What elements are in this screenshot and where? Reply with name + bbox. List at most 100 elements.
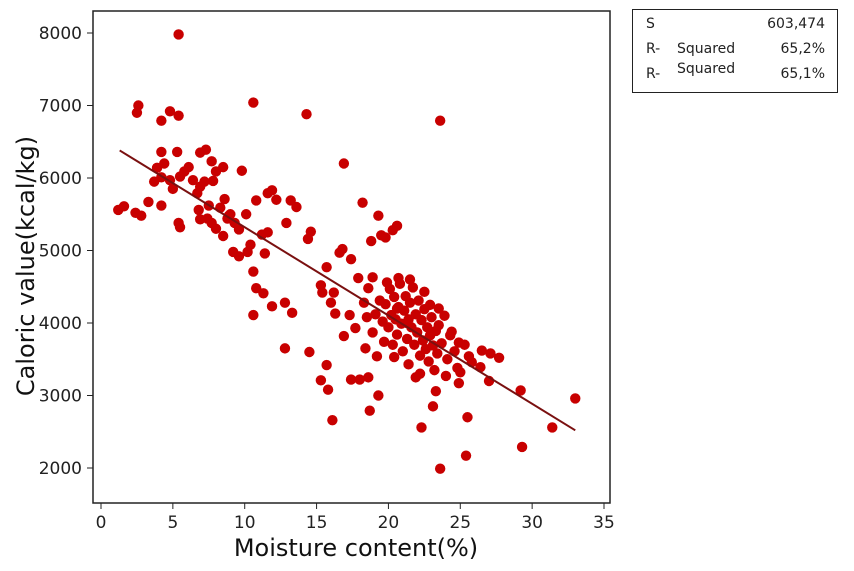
data-point bbox=[328, 287, 340, 298]
y-axis: 2000 3000 4000 5000 6000 7000 8000 bbox=[39, 24, 93, 479]
y-tick-label: 8000 bbox=[39, 24, 82, 44]
data-point bbox=[304, 346, 315, 358]
data-point bbox=[219, 193, 230, 205]
data-point bbox=[393, 272, 404, 284]
data-point bbox=[416, 314, 427, 326]
stat-label-suffix: Squared bbox=[677, 61, 736, 77]
data-point bbox=[321, 359, 332, 371]
data-point bbox=[279, 297, 291, 308]
data-point bbox=[200, 144, 212, 155]
data-point bbox=[156, 200, 167, 211]
data-point bbox=[251, 283, 262, 294]
data-point bbox=[426, 312, 437, 323]
data-point bbox=[432, 348, 443, 359]
data-point bbox=[371, 351, 383, 362]
data-point bbox=[301, 109, 312, 120]
data-point bbox=[173, 110, 184, 121]
data-point bbox=[248, 97, 259, 108]
data-point bbox=[430, 385, 442, 397]
data-point bbox=[570, 393, 581, 404]
data-point bbox=[363, 372, 374, 383]
data-point bbox=[460, 450, 472, 461]
stat-label: R- bbox=[646, 66, 661, 82]
y-tick-label: 3000 bbox=[39, 387, 82, 407]
data-point bbox=[476, 345, 488, 356]
data-point bbox=[156, 146, 167, 158]
data-point bbox=[187, 174, 199, 186]
data-point bbox=[281, 217, 292, 229]
data-point bbox=[167, 183, 179, 195]
data-point bbox=[210, 166, 222, 177]
data-point bbox=[383, 322, 394, 333]
data-point bbox=[350, 322, 361, 334]
regression-stats-box: S 603,474 R- Squared 65,2% R- Squared 65… bbox=[632, 9, 838, 93]
data-point bbox=[258, 288, 269, 299]
data-point bbox=[459, 339, 470, 350]
data-point bbox=[403, 359, 414, 370]
data-point bbox=[455, 367, 466, 378]
data-point bbox=[322, 384, 334, 395]
data-point bbox=[440, 370, 452, 382]
data-point bbox=[380, 232, 391, 243]
data-point bbox=[378, 336, 390, 348]
x-tick-label: 15 bbox=[306, 513, 328, 533]
data-point bbox=[388, 291, 400, 303]
x-tick-label: 20 bbox=[378, 513, 400, 533]
data-point bbox=[317, 287, 328, 298]
data-point bbox=[493, 352, 505, 363]
data-point bbox=[337, 243, 348, 255]
data-point bbox=[413, 295, 424, 306]
data-point bbox=[373, 390, 384, 401]
data-point bbox=[404, 274, 416, 285]
data-point bbox=[338, 330, 350, 342]
data-point bbox=[262, 227, 273, 238]
regression-line bbox=[119, 149, 576, 432]
data-point bbox=[410, 372, 421, 383]
data-point bbox=[291, 201, 302, 213]
data-point bbox=[367, 272, 378, 283]
y-tick-label: 4000 bbox=[39, 314, 82, 334]
x-tick-label: 10 bbox=[234, 513, 256, 533]
data-point bbox=[391, 220, 403, 232]
data-point bbox=[266, 185, 278, 196]
data-point bbox=[217, 230, 229, 242]
stat-value: 65,2% bbox=[780, 41, 825, 57]
data-point bbox=[365, 235, 377, 247]
data-point bbox=[424, 299, 436, 311]
data-point bbox=[397, 346, 408, 357]
stat-label-suffix: Squared bbox=[677, 41, 736, 57]
data-point bbox=[462, 412, 473, 423]
data-point bbox=[240, 209, 252, 220]
y-tick-label: 7000 bbox=[39, 97, 82, 117]
data-point bbox=[345, 374, 357, 385]
data-point bbox=[327, 414, 338, 426]
data-point bbox=[434, 463, 446, 474]
data-point bbox=[233, 251, 245, 262]
data-point bbox=[156, 115, 167, 126]
stat-row-s: S 603,474 bbox=[633, 16, 837, 38]
data-point bbox=[427, 340, 439, 351]
data-point bbox=[419, 286, 430, 298]
data-point bbox=[381, 277, 393, 288]
data-point bbox=[446, 326, 457, 337]
data-point bbox=[547, 422, 558, 433]
data-point bbox=[387, 339, 398, 350]
data-point bbox=[409, 339, 420, 350]
data-point bbox=[233, 224, 245, 235]
data-point bbox=[404, 297, 416, 308]
x-tick-label: 0 bbox=[96, 513, 107, 533]
data-point bbox=[516, 441, 528, 453]
data-point bbox=[207, 175, 219, 187]
data-point bbox=[315, 375, 327, 386]
data-point bbox=[388, 351, 400, 363]
data-point bbox=[136, 210, 147, 221]
data-point bbox=[360, 343, 371, 354]
data-point bbox=[433, 319, 444, 331]
data-point bbox=[434, 115, 446, 126]
data-point bbox=[164, 106, 176, 117]
data-point bbox=[373, 210, 384, 221]
stat-value: 65,1% bbox=[780, 66, 825, 82]
data-point bbox=[422, 322, 433, 333]
data-point bbox=[193, 204, 204, 216]
